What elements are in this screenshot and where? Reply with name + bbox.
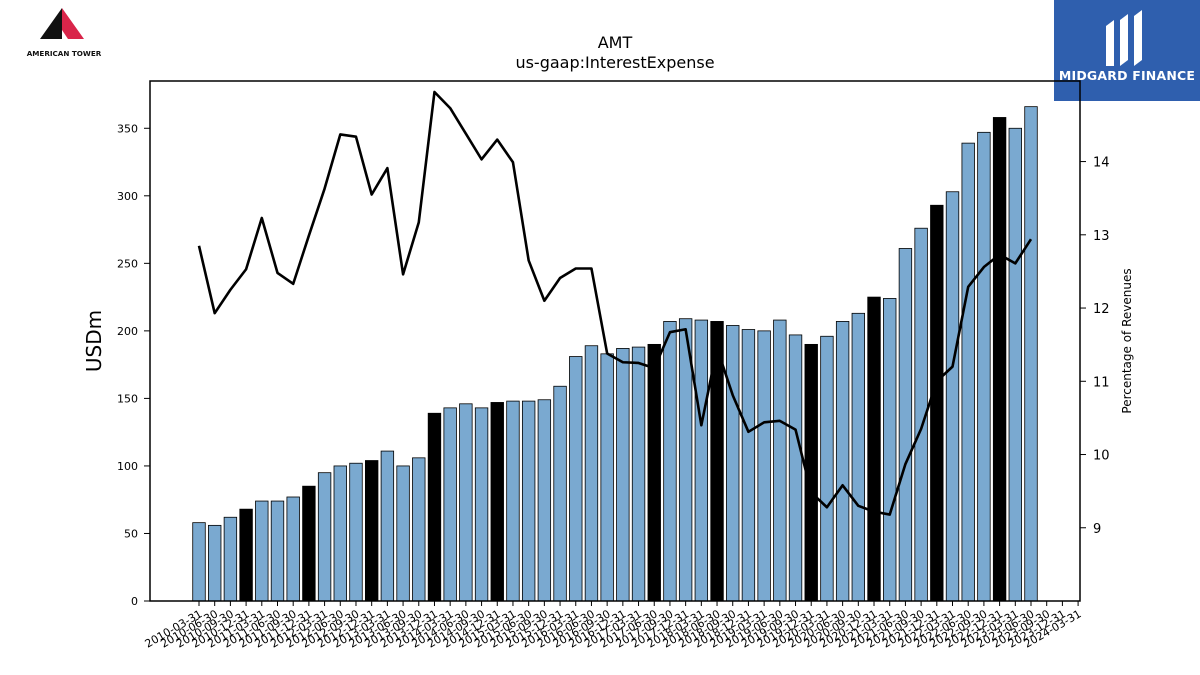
bar — [490, 402, 504, 602]
bar — [521, 400, 536, 602]
axes — [149, 80, 1081, 602]
bar — [647, 343, 661, 602]
american-tower-logo-mark: AMERICAN TOWER — [27, 8, 102, 58]
bar — [977, 131, 991, 602]
bar — [726, 325, 740, 602]
chart-subtitle: us-gaap:InterestExpense — [515, 53, 714, 72]
bar — [302, 485, 316, 602]
line-series — [197, 90, 1033, 516]
bar — [223, 516, 238, 602]
y-tick-label: 350 — [117, 122, 138, 135]
bar — [364, 460, 379, 602]
y-tick-label: 200 — [117, 325, 138, 338]
chart-title: AMT — [598, 33, 633, 52]
bar — [412, 457, 426, 602]
bar — [553, 385, 567, 602]
bar — [1008, 127, 1022, 602]
bar — [663, 321, 677, 602]
bar — [537, 399, 552, 602]
bar — [757, 330, 771, 602]
bar — [820, 335, 834, 602]
bar — [851, 312, 865, 602]
y2-axis-label: Percentage of Revenues — [1120, 268, 1134, 413]
y2-tick-label: 9 — [1093, 522, 1101, 537]
bar — [788, 334, 803, 602]
bar — [459, 403, 473, 602]
bar — [741, 329, 756, 602]
bar — [898, 248, 913, 602]
bar — [333, 465, 347, 602]
bar — [773, 319, 787, 602]
bar — [380, 450, 395, 602]
y-tick-label: 300 — [117, 190, 138, 203]
bar — [1024, 106, 1038, 602]
y2-tick-label: 14 — [1093, 156, 1110, 171]
bar — [883, 298, 897, 602]
y2-tick-label: 10 — [1093, 449, 1110, 464]
bar — [427, 412, 442, 602]
y-tick-label: 50 — [124, 527, 138, 540]
bar — [867, 296, 881, 602]
y2-tick-label: 11 — [1093, 375, 1110, 390]
bar — [396, 465, 410, 602]
midgard-finance-logo: MIDGARD FINANCE — [1054, 0, 1200, 101]
american-tower-logo-text: AMERICAN TOWER — [27, 49, 102, 58]
y-tick-label: 100 — [117, 460, 138, 473]
bar — [992, 117, 1007, 602]
y-tick-label: 250 — [117, 257, 138, 270]
bar — [930, 204, 944, 602]
y2-tick-label: 13 — [1093, 229, 1110, 244]
american-tower-logo: AMERICAN TOWER — [4, 4, 124, 60]
y-axis-label: USDm — [82, 310, 106, 372]
bar — [584, 345, 599, 602]
bar — [616, 348, 630, 602]
bar — [286, 496, 300, 602]
bar — [569, 356, 583, 602]
bar — [945, 191, 960, 602]
y-tick-label: 150 — [117, 392, 138, 405]
bar-series — [192, 106, 1038, 602]
bar — [349, 462, 363, 602]
bar — [694, 319, 709, 602]
bar — [474, 407, 489, 602]
bar — [192, 522, 206, 602]
bar — [239, 508, 253, 602]
bar — [961, 142, 975, 602]
plot-frame — [149, 80, 1081, 602]
bar — [600, 353, 614, 602]
bar — [506, 400, 520, 602]
bar — [270, 500, 285, 602]
x-axis-ticks: 2010-03-312010-06-302010-09-302010-12-31… — [143, 601, 1084, 651]
bar — [631, 346, 646, 602]
bar — [317, 472, 332, 602]
bar — [835, 321, 850, 602]
bar — [443, 407, 457, 602]
midgard-finance-logo-text: MIDGARD FINANCE — [1058, 68, 1196, 83]
y-tick-label: 0 — [131, 595, 138, 608]
y-axis-ticks: 0 50 100 150 200 250 300 350 — [117, 122, 150, 608]
bar — [208, 524, 222, 602]
y2-tick-label: 12 — [1093, 302, 1110, 317]
y2-axis-ticks: 9 10 11 12 13 14 — [1080, 156, 1110, 537]
midgard-finance-logo-mark — [1106, 10, 1142, 66]
bar — [255, 500, 269, 602]
